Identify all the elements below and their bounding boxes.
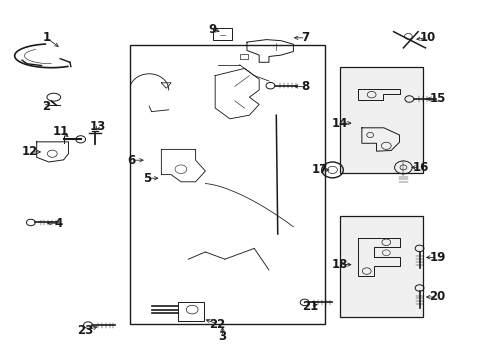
Text: 2: 2 <box>42 100 50 113</box>
Bar <box>177 302 204 321</box>
Text: 14: 14 <box>331 117 347 130</box>
Text: 7: 7 <box>301 31 309 44</box>
Text: 6: 6 <box>127 154 135 167</box>
Text: 5: 5 <box>142 172 150 185</box>
Text: 11: 11 <box>53 125 69 138</box>
Bar <box>339 67 422 173</box>
Text: 3: 3 <box>218 330 226 343</box>
Text: 9: 9 <box>208 23 216 36</box>
Text: 13: 13 <box>89 120 106 133</box>
Bar <box>212 28 232 40</box>
Bar <box>129 45 325 324</box>
Text: 17: 17 <box>311 163 328 176</box>
Text: 20: 20 <box>428 291 445 303</box>
Bar <box>239 54 248 59</box>
Text: 4: 4 <box>55 217 62 230</box>
Text: 18: 18 <box>331 258 347 271</box>
Text: 8: 8 <box>301 80 309 93</box>
Text: 19: 19 <box>428 251 445 264</box>
Text: 15: 15 <box>428 93 445 105</box>
Text: 1: 1 <box>42 31 50 44</box>
Text: 23: 23 <box>77 324 94 337</box>
Text: 22: 22 <box>209 318 225 330</box>
Text: 16: 16 <box>411 161 428 174</box>
Text: 21: 21 <box>302 300 318 313</box>
Bar <box>339 216 422 317</box>
Text: 10: 10 <box>419 31 435 44</box>
Text: 12: 12 <box>21 145 38 158</box>
